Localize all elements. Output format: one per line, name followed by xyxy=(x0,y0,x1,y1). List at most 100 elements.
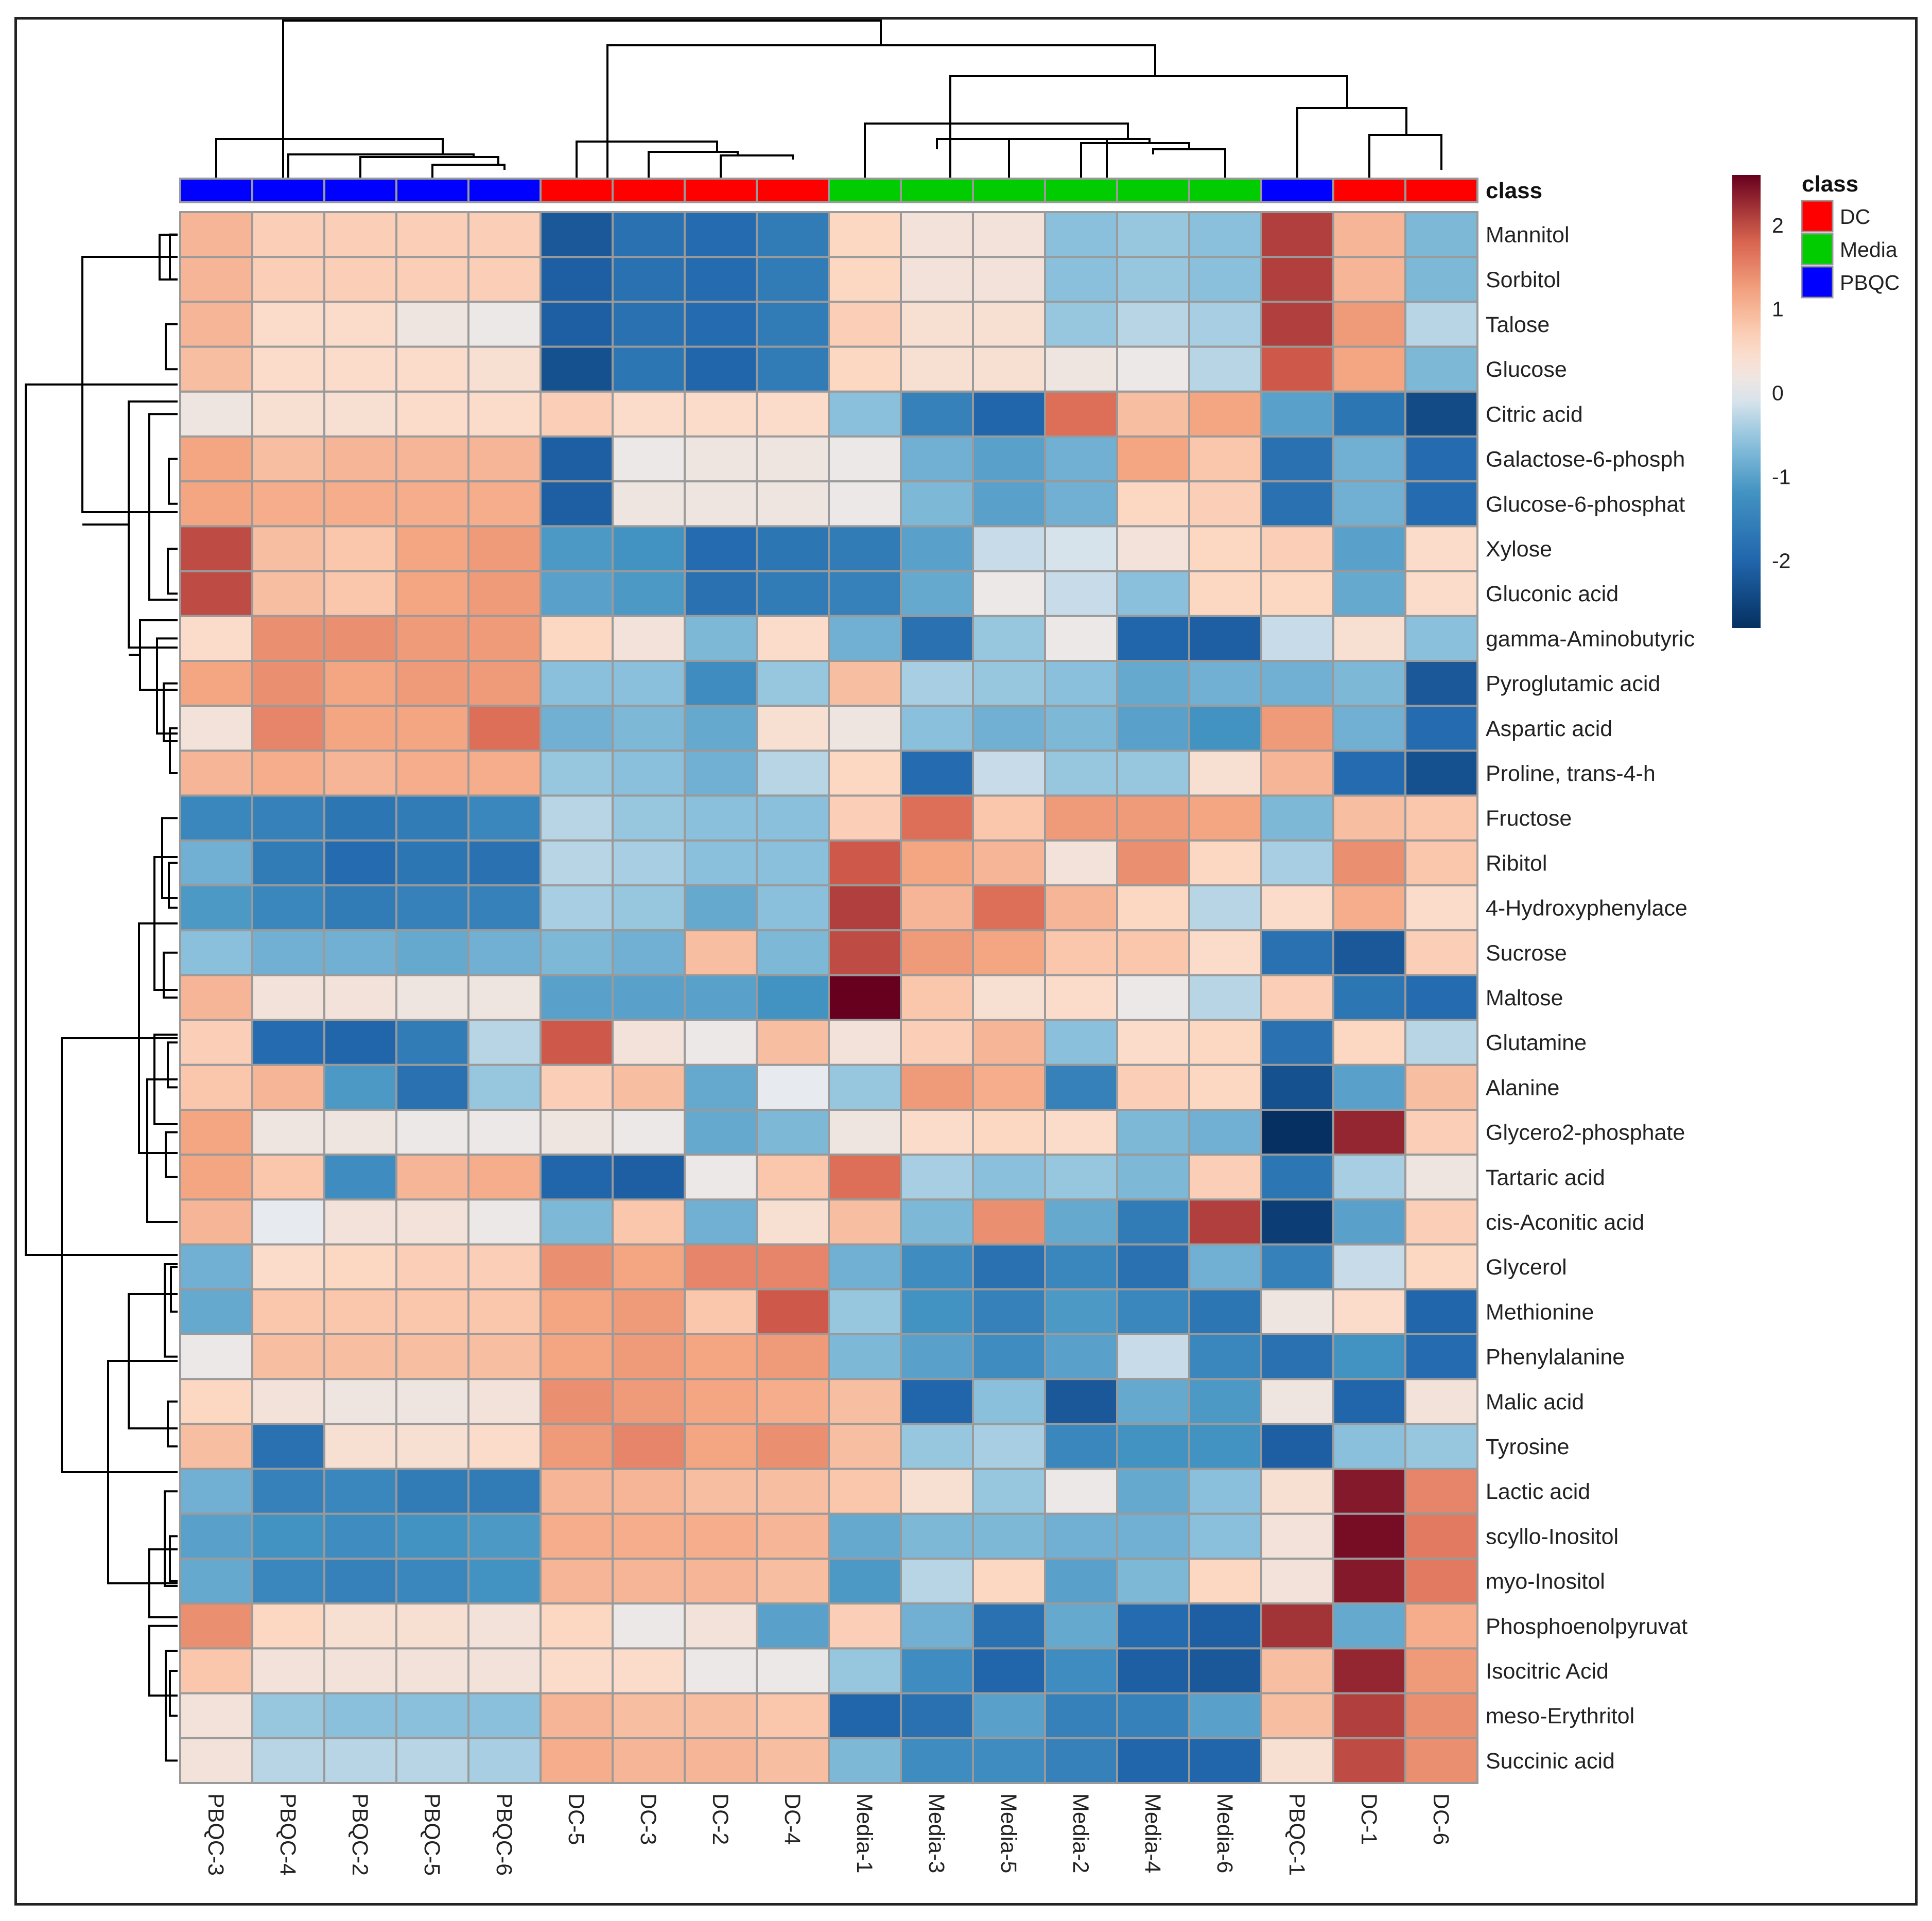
heatmap-cell xyxy=(467,1692,542,1739)
heatmap-cell xyxy=(684,480,758,528)
heatmap-cell xyxy=(972,1378,1046,1425)
heatmap-cell xyxy=(1260,1019,1334,1066)
row-label: Mannitol xyxy=(1486,223,1570,248)
heatmap-cell xyxy=(828,570,902,617)
colorbar-tick-label: -1 xyxy=(1772,465,1790,489)
heatmap-cell xyxy=(1188,974,1262,1021)
heatmap-cell xyxy=(1116,211,1190,258)
column-dendrogram-link xyxy=(282,20,882,178)
heatmap-cell xyxy=(1260,615,1334,662)
heatmap-cell xyxy=(323,1198,397,1246)
heatmap-cell xyxy=(467,256,542,303)
heatmap-cell xyxy=(1044,705,1118,752)
heatmap-cell xyxy=(828,1063,902,1111)
heatmap-cell xyxy=(251,1063,325,1111)
heatmap-cell xyxy=(395,705,469,752)
heatmap-cell xyxy=(1260,839,1334,887)
heatmap-cell xyxy=(1116,884,1190,932)
heatmap-cell xyxy=(972,1737,1046,1785)
heatmap-cell xyxy=(1116,749,1190,797)
heatmap-cell xyxy=(972,256,1046,303)
legend-label: PBQC xyxy=(1840,271,1900,294)
heatmap-cell xyxy=(684,615,758,662)
heatmap-cell xyxy=(1044,1468,1118,1515)
heatmap-cell xyxy=(251,1468,325,1515)
row-label: Tyrosine xyxy=(1486,1435,1570,1459)
column-dendrogram-link xyxy=(720,154,794,178)
heatmap-cell xyxy=(1188,1333,1262,1381)
heatmap-cell xyxy=(900,345,974,393)
column-dendrogram-link xyxy=(576,141,718,178)
heatmap-cell xyxy=(1116,794,1190,842)
heatmap-cell xyxy=(828,1423,902,1470)
heatmap-cell xyxy=(323,345,397,393)
heatmap-cell xyxy=(1116,929,1190,976)
heatmap-cell xyxy=(1404,974,1478,1021)
heatmap-cell xyxy=(1404,1288,1478,1336)
heatmap-cell xyxy=(1404,794,1478,842)
heatmap-cell xyxy=(395,1288,469,1336)
heatmap-cell xyxy=(1332,1602,1406,1650)
heatmap-cell xyxy=(972,749,1046,797)
heatmap-cell xyxy=(323,1109,397,1156)
column-label: PBQC-1 xyxy=(1284,1793,1309,1876)
class-annotation-bar xyxy=(179,178,1478,203)
class-annotation-cell xyxy=(251,178,325,203)
heatmap-cell xyxy=(539,1423,614,1470)
heatmap-cell xyxy=(756,480,830,528)
heatmap-cell xyxy=(323,1647,397,1695)
row-dendrogram-link xyxy=(168,862,178,909)
heatmap-cell xyxy=(467,1558,542,1605)
heatmap-cell xyxy=(612,256,686,303)
row-label: Xylose xyxy=(1486,537,1552,562)
heatmap-cell xyxy=(1404,660,1478,707)
heatmap-cell xyxy=(539,884,614,932)
heatmap-cell xyxy=(612,749,686,797)
heatmap-cell xyxy=(900,839,974,887)
heatmap-cell xyxy=(756,839,830,887)
heatmap-cell xyxy=(756,256,830,303)
heatmap-cell xyxy=(612,1109,686,1156)
heatmap-cell xyxy=(1188,525,1262,572)
heatmap-cell xyxy=(1404,1109,1478,1156)
heatmap-cell xyxy=(612,929,686,976)
legend-label: DC xyxy=(1840,205,1870,229)
class-annotation-cell xyxy=(972,178,1046,203)
heatmap-cell xyxy=(1260,1154,1334,1201)
heatmap-cell xyxy=(972,1512,1046,1560)
heatmap-cell xyxy=(467,1154,542,1201)
heatmap-cell xyxy=(1260,480,1334,528)
row-label: Ribitol xyxy=(1486,851,1547,876)
heatmap-cell xyxy=(539,974,614,1021)
heatmap-cell xyxy=(1332,974,1406,1021)
heatmap-cell xyxy=(828,1692,902,1739)
heatmap-cell xyxy=(756,1423,830,1470)
heatmap-cell xyxy=(179,256,253,303)
colorbar-tick-label: 2 xyxy=(1772,214,1784,237)
heatmap-cell xyxy=(395,480,469,528)
heatmap-cell xyxy=(395,1378,469,1425)
heatmap-cell xyxy=(972,390,1046,438)
heatmap-cell xyxy=(467,301,542,348)
heatmap-cell xyxy=(972,1288,1046,1336)
heatmap-cell xyxy=(612,1423,686,1470)
heatmap-cell xyxy=(612,480,686,528)
heatmap-cell xyxy=(1188,301,1262,348)
heatmap-cell xyxy=(900,884,974,932)
heatmap-cell xyxy=(1044,1243,1118,1290)
heatmap-cell xyxy=(1260,705,1334,752)
heatmap-cell xyxy=(684,1558,758,1605)
class-annotation-cell xyxy=(1404,178,1478,203)
heatmap-cell xyxy=(467,660,542,707)
heatmap-cell xyxy=(323,1602,397,1650)
heatmap-cell xyxy=(1332,705,1406,752)
heatmap-cell xyxy=(1044,749,1118,797)
heatmap-cell xyxy=(612,1468,686,1515)
heatmap-cell xyxy=(612,1333,686,1381)
heatmap-cell xyxy=(1404,1063,1478,1111)
heatmap-cell xyxy=(900,1154,974,1201)
heatmap-cell xyxy=(612,1558,686,1605)
heatmap-cell xyxy=(179,525,253,572)
heatmap-cell xyxy=(612,390,686,438)
